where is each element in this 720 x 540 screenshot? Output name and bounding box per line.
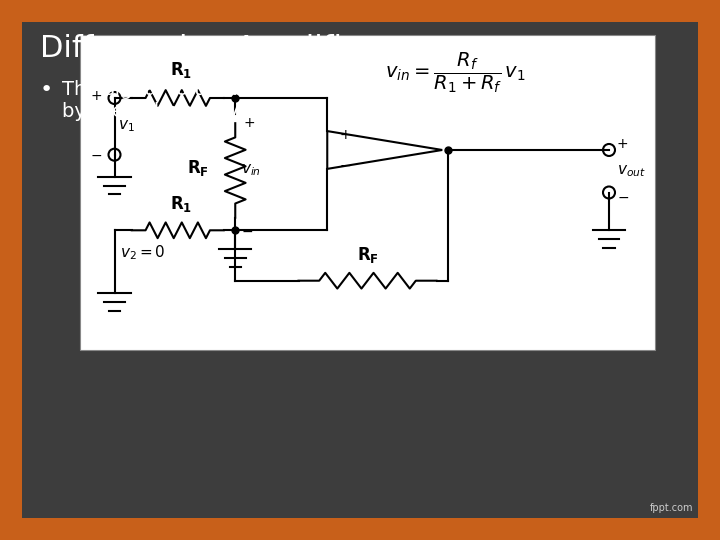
Text: $\mathbf{R}_\mathbf{1}$: $\mathbf{R}_\mathbf{1}$ <box>169 194 192 214</box>
Text: $-$: $-$ <box>90 148 102 161</box>
Text: $v_1$: $v_1$ <box>119 118 135 134</box>
Text: $-$: $-$ <box>339 158 351 172</box>
Text: +: + <box>91 89 102 103</box>
Text: +: + <box>617 137 629 151</box>
Text: $v_2 = 0$: $v_2 = 0$ <box>120 243 166 262</box>
Text: $\mathbf{R}_\mathbf{1}$: $\mathbf{R}_\mathbf{1}$ <box>169 60 192 80</box>
Text: +: + <box>339 128 351 142</box>
Text: $\mathbf{R}_\mathbf{F}$: $\mathbf{R}_\mathbf{F}$ <box>187 158 210 178</box>
Text: fppt.com: fppt.com <box>649 503 693 513</box>
Text: $-$: $-$ <box>241 224 253 238</box>
Text: The signal to the non-inverting output, is reduced: The signal to the non-inverting output, … <box>62 80 547 99</box>
Text: $v_{in} = \dfrac{R_f}{R_1+R_f}\,v_1$: $v_{in} = \dfrac{R_f}{R_1+R_f}\,v_1$ <box>384 50 526 95</box>
Bar <box>80 35 655 350</box>
Text: $v_{in}$: $v_{in}$ <box>241 163 261 178</box>
Text: +: + <box>243 116 255 130</box>
Polygon shape <box>328 131 442 169</box>
Text: •: • <box>40 80 53 100</box>
Text: $\mathbf{R}_\mathbf{F}$: $\mathbf{R}_\mathbf{F}$ <box>356 245 379 265</box>
Text: $-$: $-$ <box>617 190 629 204</box>
Text: Differencing Amplifier: Differencing Amplifier <box>40 34 374 63</box>
Text: $v_{out}$: $v_{out}$ <box>617 164 646 179</box>
Text: by the voltage divider:: by the voltage divider: <box>62 102 283 121</box>
